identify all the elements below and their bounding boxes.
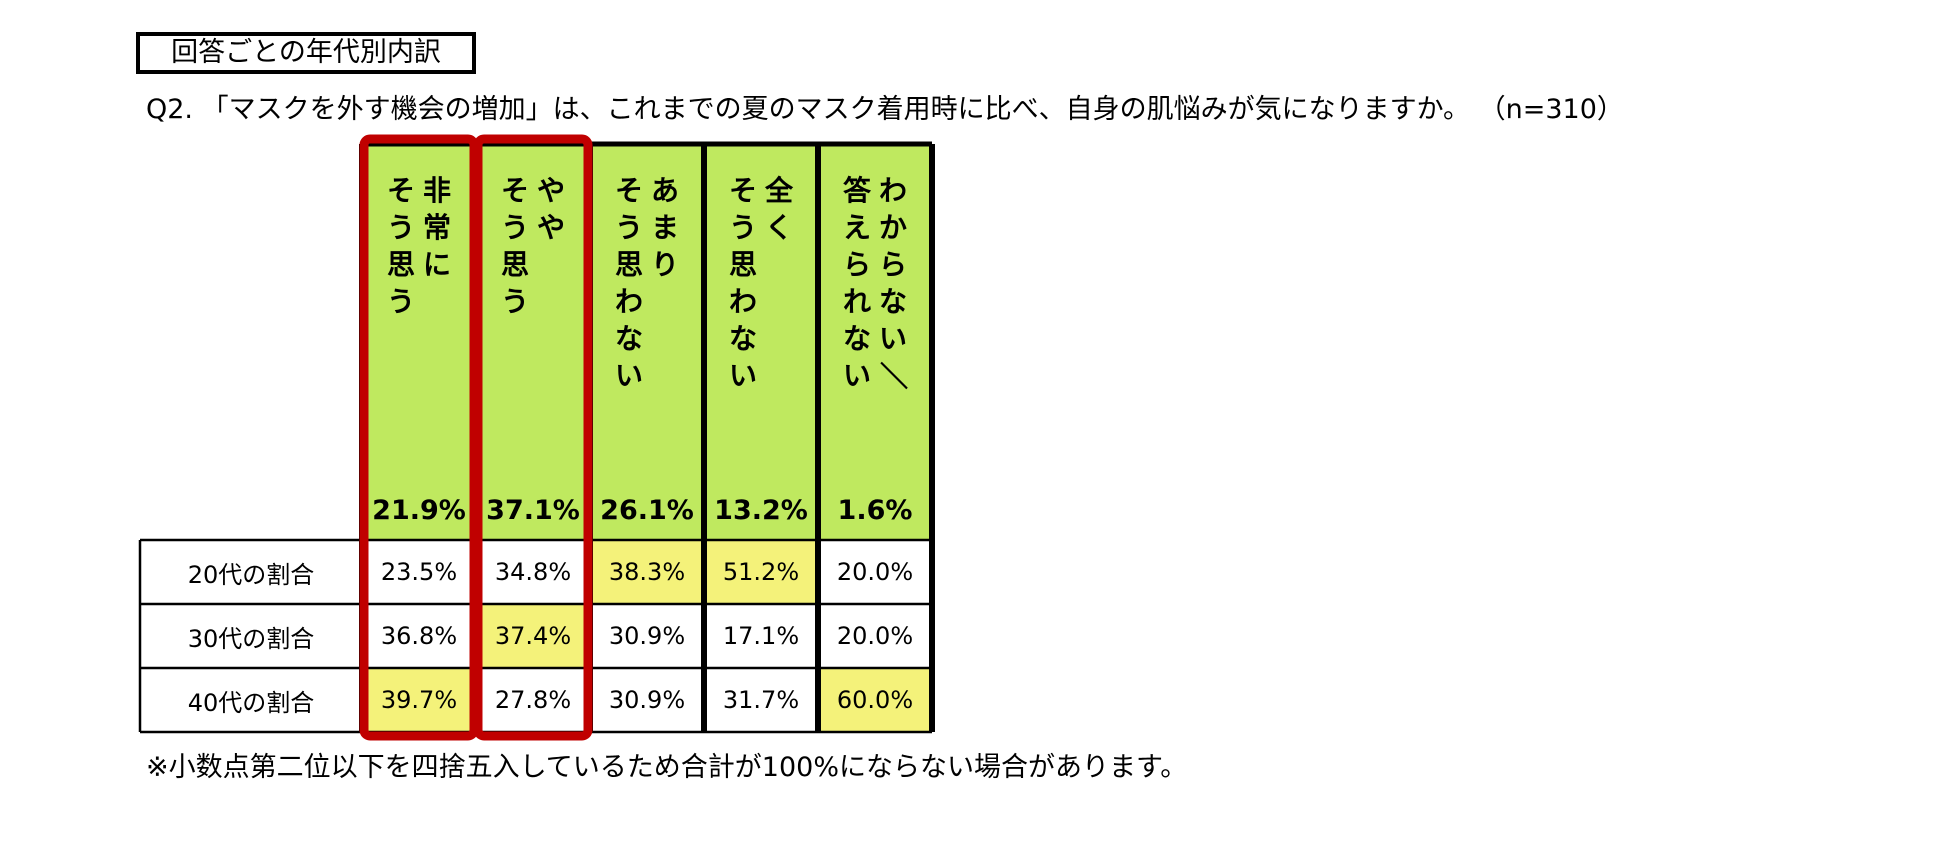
section-title: 回答ごとの年代別内訳	[136, 32, 476, 74]
table-cell: 39.7%	[362, 668, 476, 732]
table-cell: 30.9%	[590, 668, 704, 732]
column-total: 37.1%	[486, 495, 580, 526]
column-header: あまりそう思わない 26.1%	[590, 144, 704, 540]
row-label: 20代の割合	[187, 560, 315, 589]
column-label-line: そう思わない	[728, 174, 757, 392]
column-total: 13.2%	[714, 495, 808, 526]
column-label-line: そう思う	[500, 174, 529, 318]
table-cell: 20.0%	[818, 540, 932, 604]
table-cell: 27.8%	[476, 668, 590, 732]
row-label: 30代の割合	[187, 624, 315, 653]
question-text: Q2. 「マスクを外す機会の増加」は、これまでの夏のマスク着用時に比べ、自身の肌…	[146, 94, 1624, 125]
column-label-line: わからない／	[876, 174, 910, 390]
table-cell: 38.3%	[590, 540, 704, 604]
column-label: 全くそう思わない	[704, 172, 818, 394]
footnote: ※小数点第二位以下を四捨五入しているため合計が100%にならない場合があります。	[146, 752, 1188, 783]
column-label-line: 答えられない	[842, 174, 871, 392]
table-cell: 30.9%	[590, 604, 704, 668]
table-cell: 51.2%	[704, 540, 818, 604]
column-label: ややそう思う	[476, 172, 590, 320]
table-cell: 17.1%	[704, 604, 818, 668]
column-label-line: 非常に	[422, 174, 451, 281]
table-cell: 60.0%	[818, 668, 932, 732]
highlight-frame	[473, 134, 593, 741]
column-total: 21.9%	[372, 495, 466, 526]
column-label: 非常にそう思う	[362, 172, 476, 320]
table-cell: 37.4%	[476, 604, 590, 668]
column-label-line: そう思わない	[614, 174, 643, 392]
column-header: 全くそう思わない 13.2%	[704, 144, 818, 540]
table-cell: 20.0%	[818, 604, 932, 668]
column-header: 非常にそう思う 21.9%	[362, 144, 476, 540]
column-total: 1.6%	[837, 495, 913, 526]
column-label-line: 全く	[764, 174, 793, 244]
column-total: 26.1%	[600, 495, 694, 526]
table-cell: 31.7%	[704, 668, 818, 732]
table-cell: 34.8%	[476, 540, 590, 604]
column-label-line: そう思う	[386, 174, 415, 318]
column-label: わからない／答えられない	[818, 172, 932, 394]
column-header: ややそう思う 37.1%	[476, 144, 590, 540]
row-label: 40代の割合	[187, 688, 315, 717]
column-label-line: あまり	[650, 174, 679, 281]
table-cell: 23.5%	[362, 540, 476, 604]
highlight-frame	[359, 134, 479, 741]
column-header: わからない／答えられない 1.6%	[818, 144, 932, 540]
table-cell: 36.8%	[362, 604, 476, 668]
column-label: あまりそう思わない	[590, 172, 704, 394]
column-label-line: やや	[536, 174, 565, 244]
